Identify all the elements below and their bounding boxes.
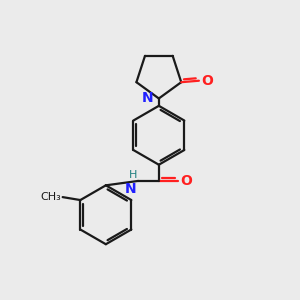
Text: O: O <box>180 174 192 188</box>
Text: N: N <box>142 92 154 106</box>
Text: CH₃: CH₃ <box>40 192 61 202</box>
Text: O: O <box>201 74 213 88</box>
Text: N: N <box>125 182 137 196</box>
Text: H: H <box>128 170 137 180</box>
